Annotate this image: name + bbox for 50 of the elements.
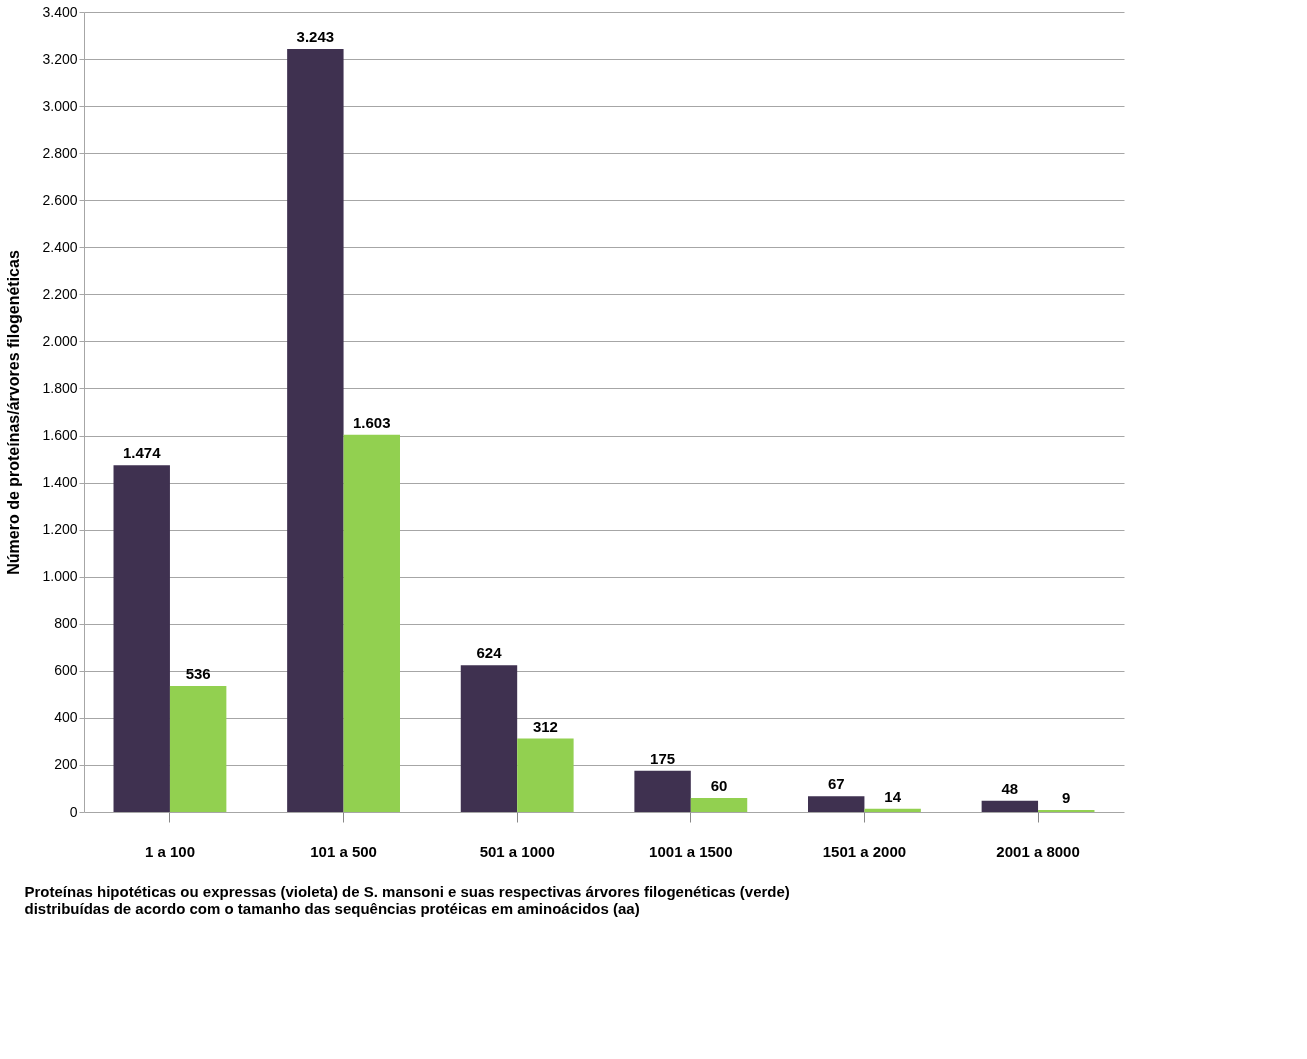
y-tick-label: 0 bbox=[69, 803, 78, 820]
bar bbox=[517, 738, 574, 812]
bar bbox=[113, 465, 170, 812]
x-tick-label: 1001 a 1500 bbox=[649, 842, 733, 860]
bar bbox=[981, 800, 1039, 812]
data-label: 67 bbox=[827, 775, 845, 793]
data-label: 312 bbox=[532, 717, 558, 735]
data-label: 14 bbox=[884, 787, 902, 805]
y-tick-label: 3.400 bbox=[42, 3, 78, 20]
data-label: 1.603 bbox=[353, 413, 391, 431]
y-tick-label: 800 bbox=[54, 615, 78, 632]
data-label: 624 bbox=[476, 644, 503, 662]
x-axis-title: Proteínas hipotéticas ou expressas (violeta) de S. mansoni e suas respectivas árvores filogenéticas (verde) distribuídas de acordo com o tamanho das sequências protéicas em aminoácidos (aa) bbox=[24, 882, 790, 917]
y-tick-label: 400 bbox=[54, 709, 78, 726]
x-tick-label: 2001 a 8000 bbox=[996, 842, 1080, 860]
x-tick-label: 101 a 500 bbox=[310, 842, 377, 860]
x-tick-label: 1 a 100 bbox=[144, 842, 195, 860]
y-tick-label: 2.600 bbox=[42, 191, 78, 208]
bar bbox=[343, 434, 400, 812]
y-tick-label: 2.800 bbox=[42, 144, 78, 161]
y-tick-label: 3.000 bbox=[42, 97, 78, 114]
data-label: 536 bbox=[185, 664, 211, 682]
y-tick-label: 1.600 bbox=[42, 427, 78, 444]
bar bbox=[690, 797, 748, 812]
y-tick-label: 1.200 bbox=[42, 521, 78, 538]
bar bbox=[460, 665, 518, 812]
y-tick-label: 2.000 bbox=[42, 332, 78, 349]
data-label: 1.474 bbox=[122, 444, 162, 462]
y-axis-title: Número de proteínas/árvores filogenéticas bbox=[5, 250, 23, 575]
bar bbox=[287, 48, 344, 812]
data-label: 60 bbox=[710, 776, 728, 794]
y-tick-label: 1.000 bbox=[42, 568, 78, 585]
data-label: 3.243 bbox=[296, 27, 335, 45]
y-tick-label: 1.400 bbox=[42, 474, 78, 491]
y-tick-label: 600 bbox=[54, 662, 78, 679]
x-tick-label: 501 a 1000 bbox=[479, 842, 555, 860]
y-tick-label: 2.400 bbox=[42, 238, 78, 255]
bar bbox=[169, 685, 227, 812]
data-label: 48 bbox=[1001, 779, 1019, 797]
bar bbox=[864, 808, 921, 812]
bar bbox=[808, 796, 865, 812]
bar bbox=[634, 770, 691, 812]
data-label: 9 bbox=[1062, 788, 1071, 806]
y-tick-label: 1.800 bbox=[42, 379, 78, 396]
y-tick-label: 2.200 bbox=[42, 285, 78, 302]
y-tick-label: 3.200 bbox=[42, 50, 78, 67]
data-label: 175 bbox=[650, 749, 676, 767]
bar bbox=[1038, 809, 1095, 812]
y-tick-label: 200 bbox=[54, 756, 78, 773]
x-tick-label: 1501 a 2000 bbox=[822, 842, 907, 860]
